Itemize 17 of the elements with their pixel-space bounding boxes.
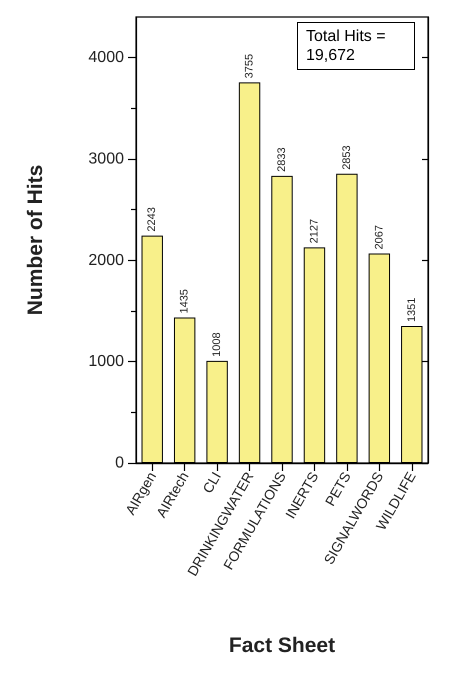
data-label: 3755: [244, 54, 256, 78]
data-label: 1435: [178, 289, 191, 314]
y-tick-label: 3000: [88, 150, 124, 168]
y-tick-label: 0: [115, 454, 124, 472]
data-label: 2243: [146, 207, 158, 232]
data-label: 1008: [211, 332, 224, 357]
data-label: 2853: [340, 145, 353, 170]
data-label: 2127: [308, 218, 320, 244]
data-label: 1351: [406, 298, 418, 322]
annotation: Total Hits = 19,672: [306, 28, 390, 64]
data-label: 2833: [276, 147, 288, 172]
y-tick-label: 1000: [88, 353, 124, 370]
y-tick-label: 2000: [88, 252, 124, 269]
y-axis-title: Number of Hits: [24, 164, 47, 316]
x-axis-title: Fact Sheet: [228, 634, 336, 657]
data-label: 2067: [373, 224, 386, 250]
y-tick-label: 4000: [88, 49, 124, 66]
